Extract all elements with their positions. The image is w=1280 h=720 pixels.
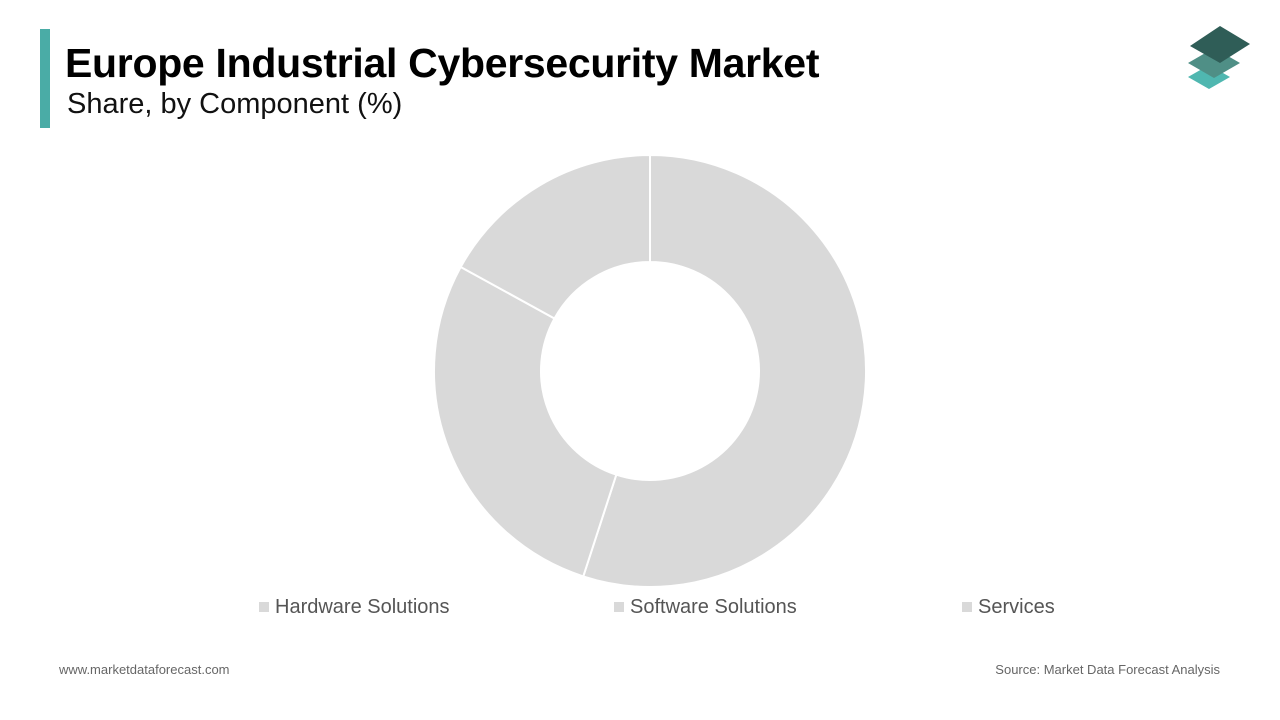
donut-slice-software-solutions: [433, 265, 618, 578]
donut-slices: [433, 153, 867, 588]
legend-label: Services: [978, 595, 1055, 618]
stacked-layers-logo-icon: [1188, 26, 1250, 89]
legend-swatch: [614, 602, 624, 612]
legend-swatch: [259, 602, 269, 612]
chart-title: Europe Industrial Cybersecurity Market: [65, 40, 820, 86]
legend-label: Software Solutions: [630, 595, 797, 618]
chart-subtitle: Share, by Component (%): [67, 88, 403, 120]
legend-item-services: Services: [962, 594, 1055, 620]
website-url: www.marketdataforecast.com: [59, 662, 230, 677]
legend-swatch: [962, 602, 972, 612]
logo-layer-top: [1190, 26, 1250, 63]
source-note: Source: Market Data Forecast Analysis: [995, 662, 1220, 677]
legend-item-hardware-solutions: Hardware Solutions: [259, 594, 450, 620]
donut-slice-hardware-solutions: [581, 153, 867, 588]
donut-slice-services: [459, 153, 651, 320]
title-accent-bar: [40, 29, 50, 128]
legend-label: Hardware Solutions: [275, 595, 450, 618]
legend-item-software-solutions: Software Solutions: [614, 594, 797, 620]
